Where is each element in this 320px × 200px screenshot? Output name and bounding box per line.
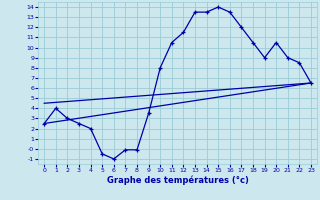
X-axis label: Graphe des températures (°c): Graphe des températures (°c) [107, 176, 249, 185]
